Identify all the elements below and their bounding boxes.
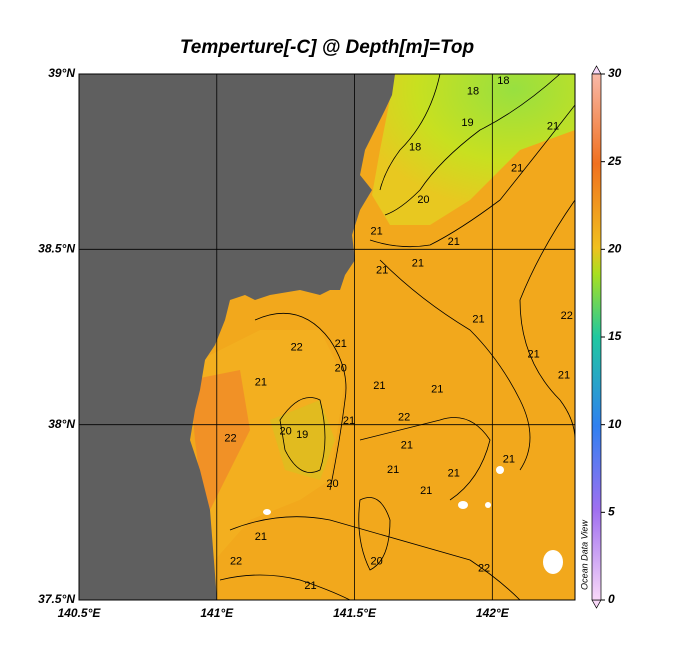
contour-label: 21	[528, 348, 540, 360]
contour-label: 18	[467, 85, 479, 97]
y-tick-label: 38°N	[48, 417, 75, 431]
contour-lines	[219, 74, 575, 600]
contour-label: 21	[304, 580, 316, 592]
x-tick-label: 141.5°E	[333, 606, 377, 620]
colorbar-tick-label: 20	[607, 242, 622, 256]
contour-label: 20	[370, 555, 382, 567]
contour-label: 21	[420, 485, 432, 497]
axes: 140.5°E 141°E 141.5°E 142°E 37.5°N 38°N 38.5°N…	[38, 66, 622, 620]
contour-label: 22	[398, 412, 410, 424]
contour-label: 21	[376, 264, 388, 276]
contour-label: 22	[291, 341, 303, 353]
cool-water	[372, 74, 575, 225]
contour-label: 19	[461, 117, 473, 129]
contour-label: 21	[343, 415, 355, 427]
contour-label: 18	[497, 75, 509, 87]
colorbar-tick-label: 10	[608, 417, 622, 431]
contour-label: 19	[296, 429, 308, 441]
contour-label: 21	[558, 369, 570, 381]
contour-label: 20	[280, 426, 292, 438]
contour-label: 21	[472, 313, 484, 325]
colorbar-tick-label: 25	[607, 154, 622, 168]
contour-label: 21	[448, 468, 460, 480]
missing-data	[263, 466, 563, 574]
y-tick-label: 37.5°N	[38, 592, 75, 606]
contour-label: 20	[335, 362, 347, 374]
contour-label: 21	[373, 380, 385, 392]
map-frame	[78, 73, 576, 601]
contour-label: 21	[412, 257, 424, 269]
contour-label: 21	[503, 454, 515, 466]
contour-label: 22	[478, 562, 490, 574]
contour-label: 21	[448, 236, 460, 248]
y-tick-label: 39°N	[48, 66, 75, 80]
x-tick-label: 142°E	[476, 606, 510, 620]
x-tick-label: 140.5°E	[58, 606, 102, 620]
contour-label: 18	[409, 142, 421, 154]
watermark: Ocean Data View	[579, 520, 589, 590]
contour-labels: 18 18 19 18 20 21 21 21 21 21 21 21 22 21 21 22 21 20 21 21…	[224, 75, 572, 592]
grid	[79, 74, 575, 600]
contour-label: 21	[431, 384, 443, 396]
colorbar-tick-label: 30	[608, 66, 622, 80]
contour-label: 21	[547, 121, 559, 133]
contour-label: 20	[417, 194, 429, 206]
colorbar-tick-label: 15	[608, 329, 622, 343]
warm-patch	[190, 370, 250, 520]
map-field: 18 18 19 18 20 21 21 21 21 21 21 21 22 21 21 22 21 20 21 21…	[79, 74, 575, 600]
contour-label: 22	[224, 433, 236, 445]
contour-label: 21	[255, 376, 267, 388]
contour-label: 21	[335, 338, 347, 350]
contour-label: 21	[370, 226, 382, 238]
contour-label: 22	[230, 555, 242, 567]
contour-label: 21	[255, 531, 267, 543]
colorbar-tick-label: 0	[608, 592, 615, 606]
contour-label: 21	[401, 440, 413, 452]
y-tick-label: 38.5°N	[38, 242, 75, 256]
contour-label: 22	[561, 310, 573, 322]
contour-label: 21	[511, 163, 523, 175]
contour-label: 21	[387, 464, 399, 476]
colorbar	[591, 73, 602, 601]
colorbar-tick-label: 5	[608, 505, 615, 519]
chart-title: Temperture[-C] @ Depth[m]=Top	[180, 37, 474, 58]
x-tick-label: 141°E	[200, 606, 234, 620]
cool-patch	[270, 400, 335, 480]
land	[79, 74, 395, 600]
contour-label: 20	[326, 478, 338, 490]
